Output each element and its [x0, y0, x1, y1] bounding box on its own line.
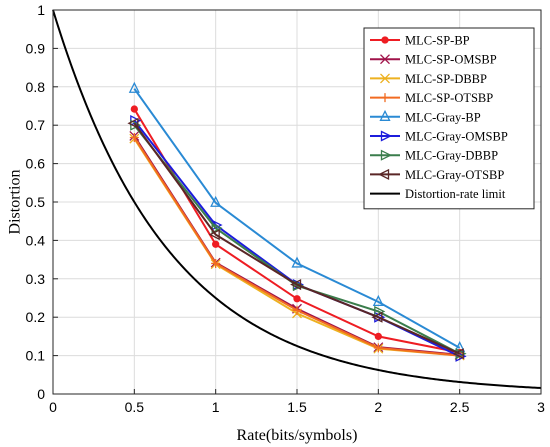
x-tick-label: 1 [212, 399, 220, 415]
y-tick-label: 0.2 [26, 309, 46, 325]
legend-marker [378, 168, 390, 180]
legend-label: Distortion-rate limit [405, 187, 506, 201]
x-tick-label: 0 [49, 399, 57, 415]
data-point [291, 256, 303, 268]
y-tick-label: 0.7 [26, 117, 46, 133]
legend-label: MLC-Gray-BP [405, 110, 481, 124]
legend: MLC-SP-BP MLC-SP-OMSBP MLC-SP-DBBP MLC-SP-O… [363, 27, 535, 210]
legend-marker [379, 109, 391, 121]
legend-entry: MLC-SP-OTSBP [370, 91, 493, 105]
series-line [133, 88, 461, 349]
y-tick-label: 0.4 [26, 232, 46, 248]
data-point [373, 343, 383, 353]
legend-label: MLC-Gray-OMSBP [405, 130, 508, 144]
y-tick-label: 0.8 [26, 79, 46, 95]
legend-marker [380, 149, 392, 161]
legend-marker [380, 130, 392, 142]
data-point [211, 258, 221, 268]
data-point [455, 348, 467, 360]
legend-entry: MLC-SP-DBBP [370, 72, 487, 86]
legend-label: MLC-SP-BP [405, 34, 470, 48]
data-point [374, 332, 382, 341]
legend-entry: MLC-SP-BP [370, 34, 470, 48]
distortion-rate-limit-curve [52, 9, 542, 389]
y-axis-title: Distortion [7, 170, 24, 235]
data-point [212, 240, 220, 248]
y-tick-label: 0.6 [26, 156, 46, 172]
legend-entry: Distortion-rate limit [370, 187, 506, 201]
legend-marker [380, 93, 390, 103]
data-point [127, 117, 139, 129]
legend-entry: MLC-Gray-BP [370, 109, 481, 124]
data-point [129, 132, 139, 142]
series-mlc-gray-bp [128, 81, 466, 353]
series-line [133, 124, 461, 355]
axis-ticks: 0 0.5 1 1.5 2 2.5 3 0 0.1 0.2 0.3 0.4 0.5 0.6 0.7 0.8 0.… [26, 2, 546, 415]
legend-marker [380, 54, 390, 65]
legend-box [363, 27, 535, 210]
data-point [452, 348, 464, 360]
data-point [130, 105, 138, 113]
y-tick-label: 1 [37, 2, 45, 18]
data-point [211, 222, 223, 234]
x-axis-title: Rate(bits/symbols) [237, 427, 358, 444]
legend-entry: MLC-Gray-OMSBP [370, 130, 508, 144]
legend-entry: MLC-Gray-OTSBP [370, 168, 504, 182]
legend-label: MLC-SP-OTSBP [405, 91, 493, 105]
data-point [128, 81, 140, 93]
data-point [208, 229, 220, 241]
data-point [210, 195, 222, 207]
y-tick-label: 0.3 [26, 271, 46, 287]
series-group [127, 81, 467, 362]
limit-curve-line [52, 9, 542, 389]
data-point [292, 305, 302, 315]
x-tick-label: 1.5 [287, 399, 307, 415]
legend-marker [381, 36, 389, 44]
y-tick-label: 0.1 [26, 348, 46, 364]
data-point [130, 119, 142, 131]
x-tick-label: 2.5 [450, 399, 470, 415]
data-point [372, 294, 384, 306]
legend-marker [380, 73, 390, 84]
legend-entry: MLC-Gray-DBBP [370, 149, 498, 163]
y-tick-label: 0.5 [26, 194, 46, 210]
legend-label: MLC-SP-OMSBP [405, 53, 497, 67]
data-point [374, 311, 386, 323]
data-point [293, 295, 301, 303]
legend-label: MLC-Gray-DBBP [405, 149, 498, 163]
data-point [290, 279, 302, 291]
x-tick-label: 0.5 [125, 399, 145, 415]
data-point [371, 311, 383, 323]
series-line [133, 122, 461, 355]
y-tick-label: 0.9 [26, 40, 46, 56]
x-tick-label: 3 [537, 399, 545, 415]
legend-label: MLC-SP-DBBP [405, 72, 487, 86]
series-mlc-gray-otsbp [127, 117, 464, 360]
y-tick-label: 0 [37, 386, 45, 402]
x-tick-label: 2 [374, 399, 382, 415]
legend-entry: MLC-SP-OMSBP [370, 53, 497, 67]
legend-label: MLC-Gray-OTSBP [405, 168, 504, 182]
